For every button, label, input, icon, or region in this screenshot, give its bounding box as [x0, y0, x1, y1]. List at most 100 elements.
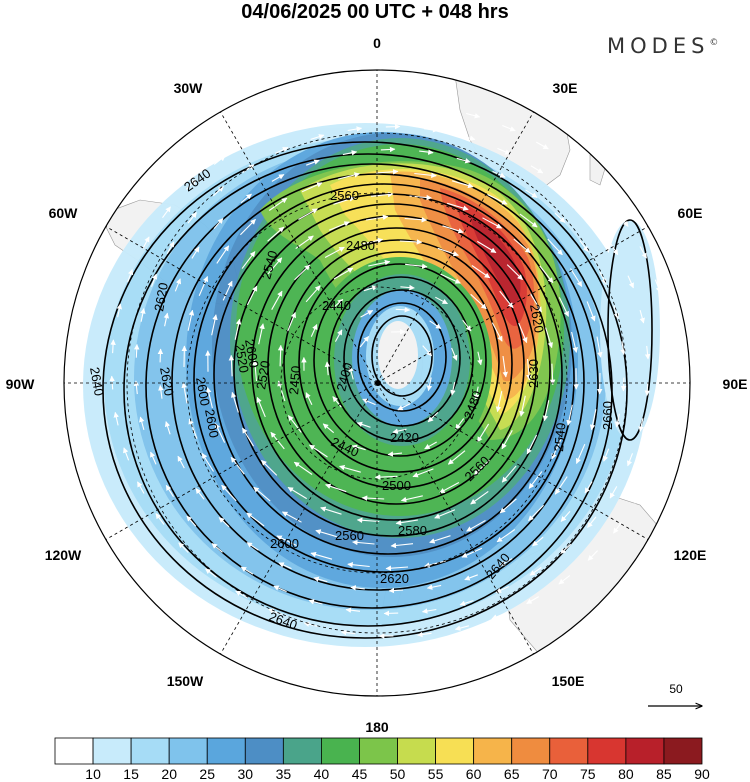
wind-vector	[558, 297, 569, 317]
colorbar-swatch	[206, 737, 246, 765]
colorbar-label: 90	[694, 766, 710, 782]
wind-vector	[461, 547, 483, 558]
wind-vector	[547, 238, 563, 256]
wind-vector	[644, 382, 651, 397]
wind-vector	[334, 329, 343, 342]
wind-vector	[560, 543, 572, 554]
wind-vector	[242, 164, 255, 173]
wind-vector	[614, 413, 621, 428]
colorbar-swatch	[54, 737, 94, 765]
wind-vector	[466, 520, 486, 532]
wind-vector	[273, 585, 287, 593]
wind-vector	[360, 310, 374, 318]
wind-vector	[477, 240, 497, 254]
wind-vector	[426, 584, 442, 590]
wind-vector	[429, 320, 442, 330]
wind-vector	[570, 268, 583, 287]
wind-vector	[286, 311, 296, 333]
wind-vector	[397, 403, 411, 411]
wind-vector	[482, 217, 503, 229]
wind-vector	[347, 126, 363, 132]
wind-vector	[287, 486, 307, 500]
wind-vector	[530, 293, 542, 313]
wind-vector	[142, 236, 150, 250]
wind-vector	[536, 141, 549, 150]
contour-label: 2500	[382, 478, 411, 493]
wind-vector	[428, 104, 444, 111]
wind-vector	[501, 430, 513, 450]
wind-vector	[333, 267, 354, 280]
wind-vector	[454, 625, 470, 631]
reference-vector-label: 50	[669, 682, 683, 696]
wind-vector	[668, 386, 674, 401]
wind-vector	[374, 474, 398, 480]
contour-label: 2520	[253, 359, 273, 390]
contour-label: 2620	[157, 366, 177, 397]
wind-vector	[518, 322, 528, 344]
colorbar-label: 15	[123, 766, 139, 782]
contour-line	[607, 219, 653, 441]
wind-vector	[502, 356, 508, 378]
wind-vector	[240, 219, 256, 236]
wind-vector	[435, 296, 448, 305]
wind-vector	[201, 453, 214, 472]
wind-vector	[437, 247, 459, 257]
wind-band-calm-core	[378, 321, 418, 389]
wind-vector	[113, 411, 119, 426]
wind-vector	[195, 488, 205, 500]
meridian-line	[99, 382, 378, 544]
colorbar-swatch	[587, 737, 627, 765]
wind-vector	[395, 519, 418, 526]
wind-vector	[275, 147, 289, 154]
wind-vector	[212, 186, 224, 197]
contour-label: 2620	[527, 303, 547, 334]
wind-vector	[404, 216, 428, 223]
wind-vector	[400, 284, 415, 291]
wind-vector	[150, 451, 157, 465]
wind-vector	[466, 112, 481, 119]
wind-vector	[305, 285, 321, 303]
wind-vector	[332, 298, 344, 309]
colorbar-swatch	[511, 737, 551, 765]
wind-vector	[271, 174, 285, 182]
wind-vector	[158, 384, 164, 399]
wind-vector	[256, 396, 266, 418]
contour-line	[251, 215, 537, 521]
wind-vector	[529, 567, 542, 576]
wind-vector	[213, 155, 226, 165]
contour-label: 2580	[398, 523, 427, 538]
wind-vector	[241, 251, 256, 269]
contour-label: 2440	[322, 298, 351, 313]
wind-vector	[442, 225, 464, 234]
contour-label: 2520	[232, 343, 252, 374]
wind-vector	[215, 423, 226, 443]
wind-vector	[375, 169, 399, 175]
wind-vector	[450, 381, 456, 396]
wind-vector	[417, 631, 432, 638]
contour-label: 2660	[600, 401, 615, 430]
wind-vector	[218, 517, 230, 528]
brand-name: MODES	[607, 34, 710, 58]
contour-line	[313, 263, 487, 457]
wind-vector	[324, 361, 331, 376]
wind-vector	[491, 322, 503, 342]
wind-vector	[530, 165, 544, 174]
wind-vector	[246, 285, 258, 306]
wind-vector	[609, 486, 618, 499]
contour-line	[371, 315, 433, 397]
meridian-line	[376, 382, 538, 661]
graticule	[64, 70, 690, 696]
colorbar-label: 65	[504, 766, 520, 782]
wind-vector	[566, 404, 573, 426]
wind-vector	[634, 490, 642, 504]
wind-vector	[620, 341, 626, 356]
wind-vector	[267, 257, 283, 275]
wind-vector	[211, 543, 223, 553]
wind-vector	[363, 285, 378, 292]
contour-line	[267, 227, 525, 505]
wind-vector	[123, 447, 130, 461]
longitude-label-150w: 150W	[167, 673, 204, 689]
wind-vector	[206, 387, 213, 409]
wind-vector	[388, 587, 404, 594]
